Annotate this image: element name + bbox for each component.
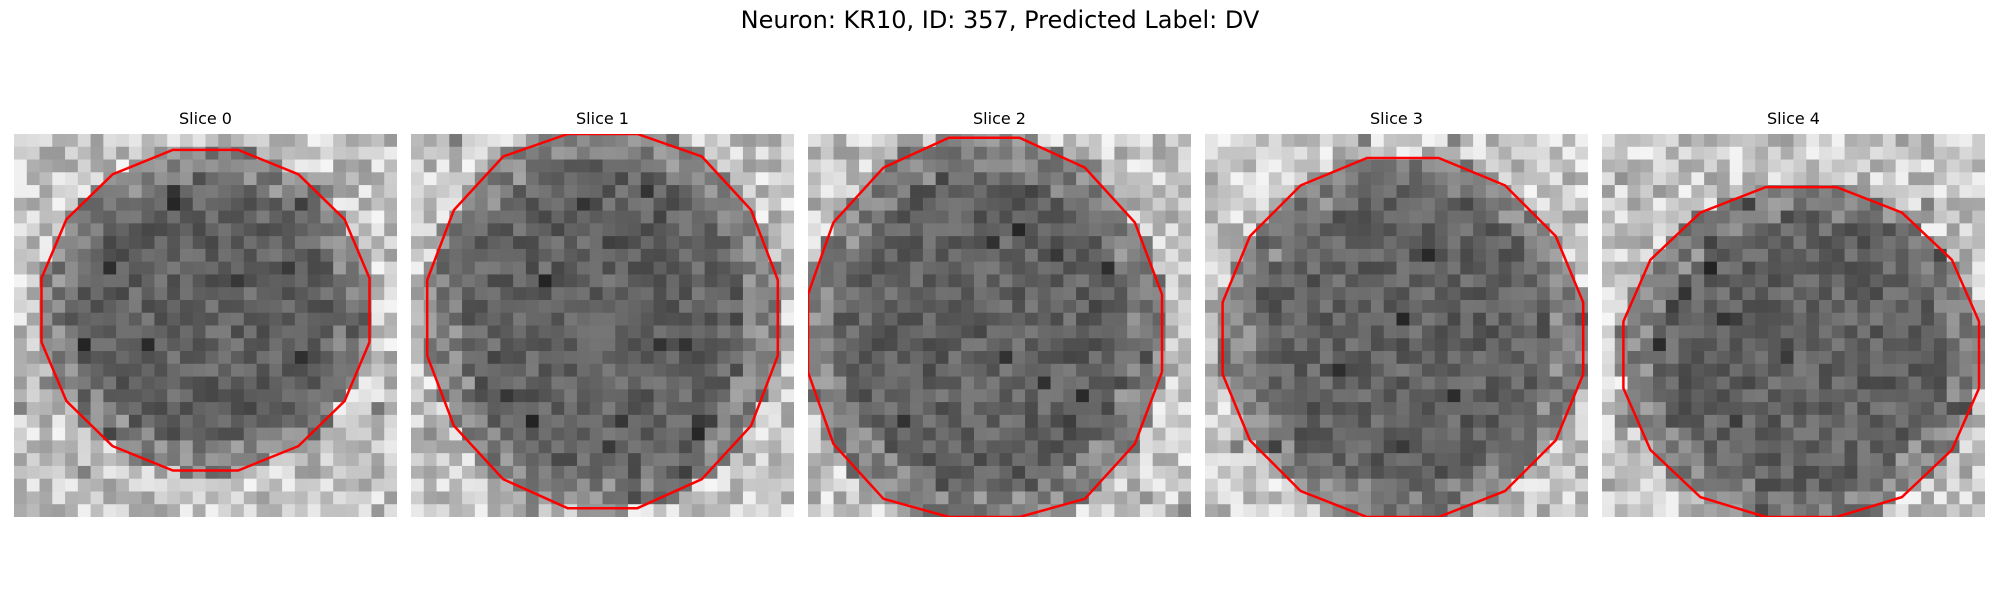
pixel-grid [411, 134, 794, 517]
slice-panel-2: Slice 2 [808, 108, 1191, 517]
slice-title: Slice 0 [179, 109, 232, 128]
slice-panel-0: Slice 0 [14, 108, 397, 517]
slice-image [411, 134, 794, 517]
segmentation-contour [425, 134, 780, 510]
pixel-grid [808, 134, 1191, 517]
slice-panel-1: Slice 1 [411, 108, 794, 517]
slice-image [808, 134, 1191, 517]
slice-title: Slice 3 [1370, 109, 1423, 128]
segmentation-contour [1622, 185, 1981, 517]
slice-panel-3: Slice 3 [1205, 108, 1588, 517]
pixel-grid [1205, 134, 1588, 517]
slice-title: Slice 2 [973, 109, 1026, 128]
segmentation-contour [808, 136, 1164, 517]
slice-title: Slice 1 [576, 109, 629, 128]
slice-image [1602, 134, 1985, 517]
slice-image [1205, 134, 1588, 517]
segmentation-contour [1221, 156, 1585, 517]
slice-title: Slice 4 [1767, 109, 1820, 128]
slice-panel-4: Slice 4 [1602, 108, 1985, 517]
figure-title: Neuron: KR10, ID: 357, Predicted Label: … [740, 6, 1260, 34]
pixel-grid [1602, 134, 1985, 517]
pixel-grid [14, 134, 397, 517]
segmentation-contour [40, 148, 371, 472]
slice-image [14, 134, 397, 517]
